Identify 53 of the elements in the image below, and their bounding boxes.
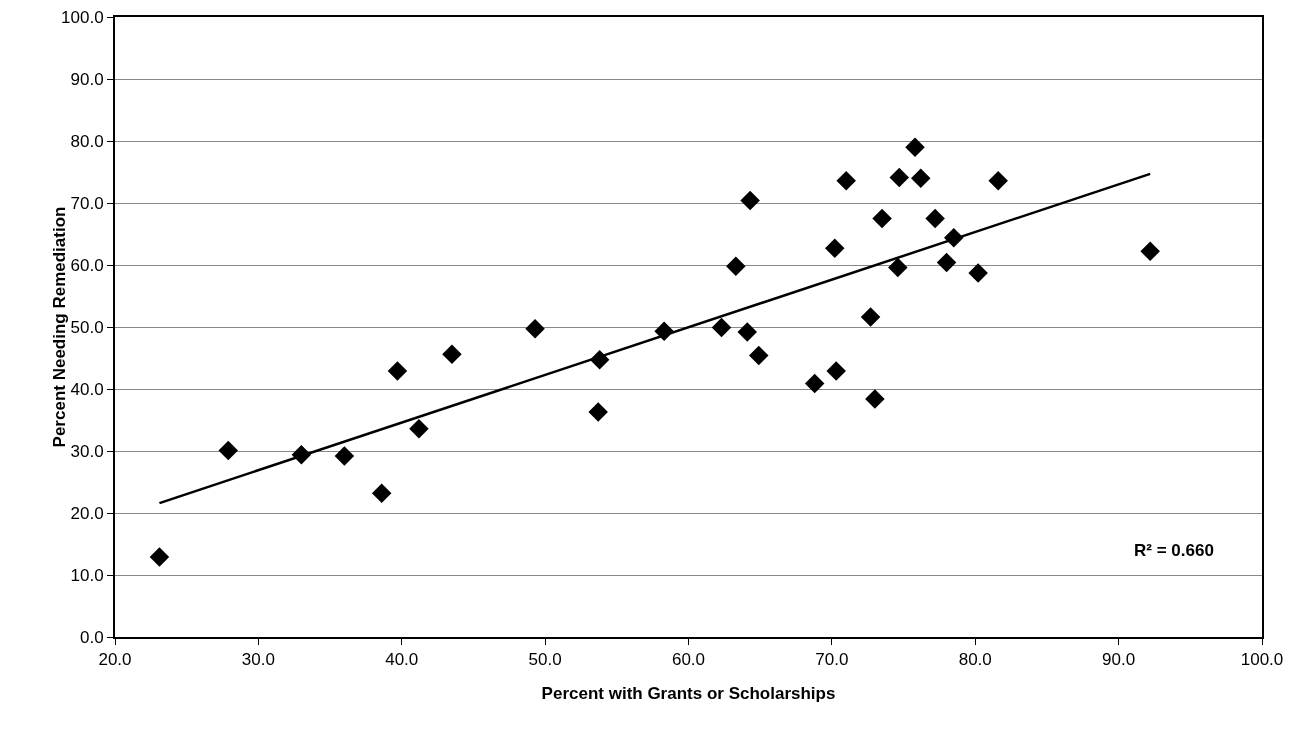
- y-tick-label: 80.0: [70, 131, 104, 151]
- point: [737, 322, 758, 342]
- point: [740, 190, 760, 211]
- point: [865, 389, 885, 409]
- point: [749, 345, 769, 366]
- point: [525, 319, 545, 339]
- point: [824, 238, 845, 259]
- y-axis-title: Percent Needing Remediation: [49, 206, 69, 448]
- x-tick-label: 30.0: [241, 650, 275, 670]
- point: [988, 170, 1008, 191]
- point: [726, 256, 746, 276]
- annotation: R² = 0.660: [1134, 541, 1214, 560]
- point: [826, 361, 846, 381]
- y-tick-label: 20.0: [70, 503, 104, 523]
- point: [968, 263, 988, 283]
- point: [218, 440, 239, 461]
- x-tick-label: 90.0: [1102, 650, 1136, 670]
- point: [836, 170, 856, 191]
- point: [387, 361, 408, 381]
- x-tick-label: 80.0: [958, 650, 992, 670]
- point: [889, 167, 910, 188]
- x-tick-label: 70.0: [815, 650, 849, 670]
- x-tick-label: 60.0: [671, 650, 706, 670]
- point: [371, 483, 392, 503]
- point: [860, 307, 881, 327]
- x-axis-title: Percent with Grants or Scholarships: [541, 684, 836, 703]
- point: [925, 208, 945, 229]
- point: [872, 208, 892, 229]
- y-tick-label: 30.0: [70, 441, 104, 461]
- x-tick-label: 20.0: [98, 650, 132, 670]
- y-tick-label: 10.0: [70, 565, 104, 585]
- y-tick-label: 90.0: [70, 69, 104, 89]
- y-tick-label: 50.0: [70, 317, 104, 337]
- x-tick-label: 40.0: [385, 650, 419, 670]
- point: [804, 373, 825, 394]
- y-tick-label: 0.0: [79, 627, 104, 647]
- point: [888, 257, 908, 278]
- y-tick-label: 70.0: [70, 193, 104, 213]
- point: [711, 317, 732, 338]
- point: [409, 418, 429, 439]
- point: [1140, 241, 1160, 262]
- x-tick-label: 50.0: [528, 650, 562, 670]
- point: [936, 252, 957, 273]
- y-tick-label: 60.0: [70, 255, 104, 275]
- point: [911, 168, 931, 188]
- point: [442, 344, 462, 365]
- point: [905, 137, 925, 157]
- point: [149, 547, 170, 567]
- x-tick-label: 100.0: [1240, 650, 1284, 670]
- y-tick-label: 100.0: [61, 7, 104, 27]
- point: [588, 402, 608, 422]
- point: [334, 446, 355, 466]
- y-tick-label: 40.0: [70, 379, 104, 399]
